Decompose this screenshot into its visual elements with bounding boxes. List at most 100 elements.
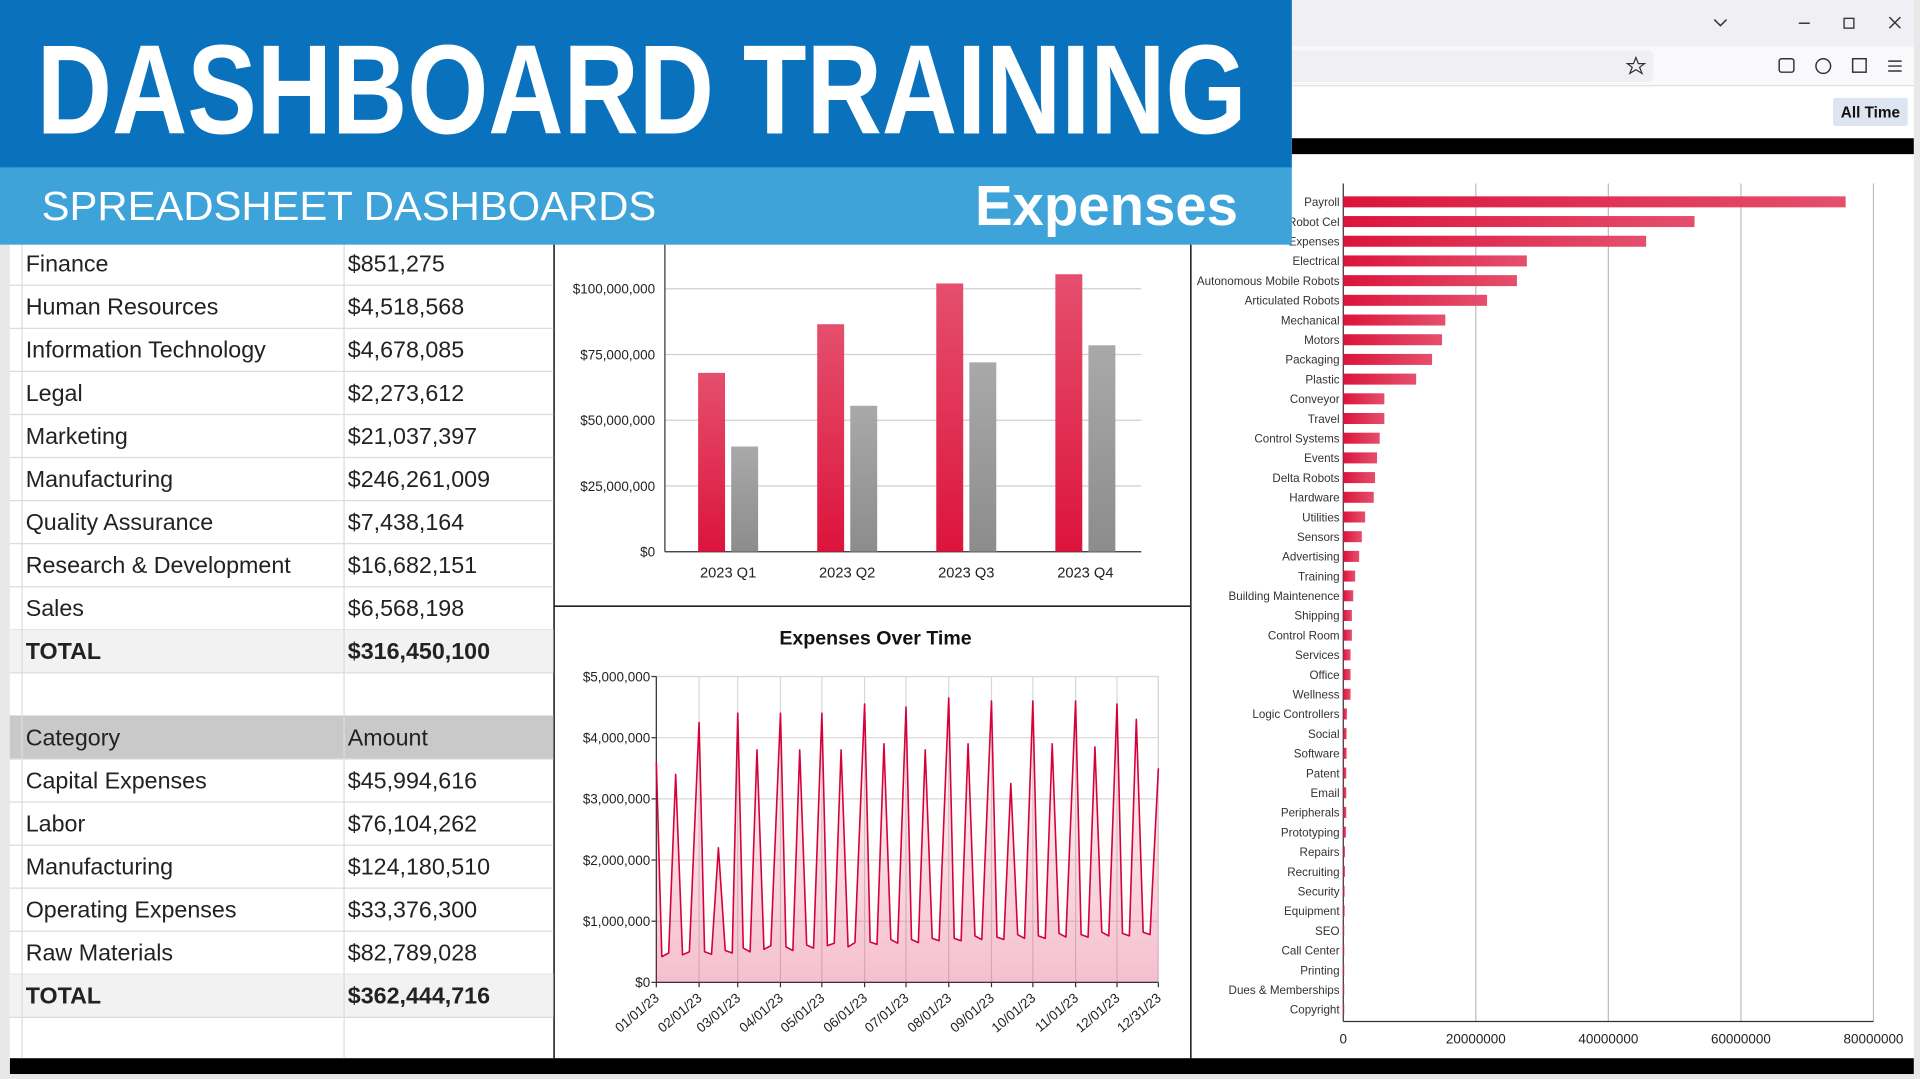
y-tick-label: Expenses (1289, 236, 1340, 249)
table-total-amount: $316,450,100 (348, 638, 490, 664)
y-tick-label: Packaging (1285, 354, 1339, 367)
bar (1343, 413, 1385, 425)
y-tick-label: Prototyping (1281, 826, 1340, 839)
bar (1343, 393, 1385, 405)
total-row (9, 629, 554, 673)
x-tick-label: 2023 Q2 (819, 565, 875, 581)
pocket-icon[interactable] (1778, 57, 1795, 73)
bar (1343, 235, 1647, 247)
table-row-label: Research & Development (26, 552, 292, 578)
range-button[interactable] (1833, 97, 1908, 127)
restore-button[interactable] (1843, 17, 1855, 29)
table-row-amount: $82,789,028 (348, 940, 477, 966)
menu-icon[interactable] (1888, 60, 1902, 72)
bottom-bar (9, 1058, 1914, 1075)
bar (1343, 708, 1347, 720)
close-button[interactable] (1888, 16, 1901, 29)
y-tick-label: Peripherals (1281, 807, 1340, 820)
bar (1343, 491, 1374, 503)
content: Finance $851,275 Human Resources $4,518,568… (9, 183, 1904, 1059)
table-row-label: Labor (26, 810, 86, 836)
bar (817, 324, 845, 552)
bar (1343, 747, 1347, 759)
y-tick-label: Advertising (1282, 551, 1339, 564)
y-tick-label: Dues & Memberships (1229, 984, 1340, 997)
y-tick-label: SEO (1315, 925, 1340, 938)
bar (1088, 345, 1116, 552)
y-tick-label: $0 (640, 545, 655, 560)
y-tick-label: $75,000,000 (580, 347, 655, 362)
table-header-label: Category (26, 724, 121, 750)
y-tick-label: Motors (1304, 334, 1340, 347)
table-total-label: TOTAL (26, 983, 101, 1009)
y-tick-label: Social (1308, 728, 1340, 741)
table-row-amount: $2,273,612 (348, 380, 464, 406)
table-row-label: Information Technology (26, 337, 266, 363)
bar (1343, 787, 1347, 799)
bar (1343, 353, 1433, 365)
line (655, 697, 1160, 958)
x-tick-label: 80000000 (1844, 1032, 1904, 1047)
range-button-label[interactable]: All Time (1841, 104, 1900, 121)
banner-title: DASHBOARD TRAINING (37, 18, 1247, 160)
bar (1343, 452, 1378, 464)
table-row-label: Legal (26, 380, 83, 406)
table-row-amount: $21,037,397 (348, 423, 477, 449)
table-total-label: TOTAL (26, 638, 101, 664)
extensions-icon[interactable] (1851, 57, 1867, 73)
chart-title: Expenses Over Time (779, 628, 971, 650)
table-row-label: Operating Expenses (26, 897, 237, 923)
bar (1343, 905, 1345, 917)
tab-list-button[interactable] (1713, 19, 1728, 27)
y-tick-label: Articulated Robots (1245, 295, 1340, 308)
y-tick-label: Logic Controllers (1252, 708, 1339, 721)
y-tick-label: $50,000,000 (580, 413, 655, 428)
x-tick-label: 2023 Q3 (938, 565, 994, 581)
account-icon[interactable] (1815, 57, 1832, 75)
table-row-amount: $851,275 (348, 251, 445, 277)
table-row-label: Manufacturing (26, 466, 173, 492)
bar (1343, 806, 1347, 818)
table-row-amount: $6,568,198 (348, 595, 464, 621)
y-tick-label: Printing (1300, 964, 1339, 977)
y-tick-label: Recruiting (1287, 866, 1339, 879)
y-tick-label: Software (1294, 748, 1340, 761)
table-row-label: Sales (26, 595, 84, 621)
bookmark-star[interactable] (1625, 55, 1647, 75)
table-row-label: Quality Assurance (26, 509, 213, 535)
banner-page: Expenses (975, 174, 1238, 237)
address-bar[interactable] (1224, 50, 1654, 82)
y-tick-label: Services (1295, 649, 1340, 662)
total-row (9, 974, 554, 1018)
bar (1343, 472, 1376, 484)
bar (1343, 944, 1345, 956)
table-row-amount: $124,180,510 (348, 853, 490, 879)
table-row-label: Manufacturing (26, 853, 173, 879)
y-tick-label: Shipping (1294, 610, 1339, 623)
banner-top (0, 0, 1292, 168)
table-total-amount: $362,444,716 (348, 983, 490, 1009)
y-tick-label: $5,000,000 (583, 669, 650, 684)
table-row-label: Finance (26, 251, 109, 277)
y-tick-label: Utilities (1302, 511, 1340, 524)
y-tick-label: Building Maintenence (1229, 590, 1340, 603)
bar (1343, 984, 1345, 996)
y-tick-label: Office (1309, 669, 1339, 682)
bar (1343, 334, 1443, 346)
x-tick-label: 0 (1340, 1032, 1347, 1047)
banner: DASHBOARD TRAINING SPREADSHEET DASHBOARD… (0, 0, 1292, 245)
bar (1343, 629, 1352, 641)
y-tick-label: Repairs (1300, 846, 1340, 859)
x-tick-label: 20000000 (1446, 1032, 1506, 1047)
table-row-label: Capital Expenses (26, 767, 207, 793)
bar (1343, 373, 1417, 385)
x-tick-label: 2023 Q1 (700, 565, 756, 581)
y-tick-label: Payroll (1304, 196, 1340, 209)
y-tick-label: $100,000,000 (573, 282, 655, 297)
bar (936, 283, 964, 552)
y-tick-label: Mechanical (1281, 314, 1340, 327)
bar (1343, 432, 1380, 444)
bar (1343, 314, 1446, 326)
